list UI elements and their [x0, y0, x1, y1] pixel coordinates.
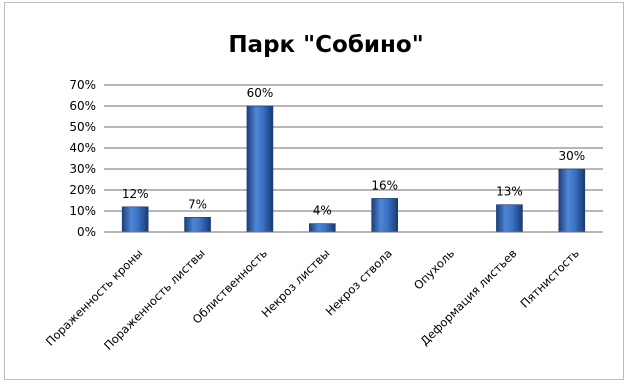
chart-title: Парк "Собино" [228, 32, 423, 58]
data-label: 4% [313, 204, 332, 218]
bar [309, 223, 336, 233]
y-tick-label: 0% [77, 225, 96, 239]
data-label: 13% [496, 185, 523, 199]
data-labels: 12% 7% 60% 4% 16% 13% 30% [122, 86, 585, 218]
category-label: Некроз ствола [323, 246, 395, 318]
data-label: 7% [188, 197, 207, 211]
y-axis-ticks: 0% 10% 20% 30% 40% 50% 60% 70% [69, 78, 96, 239]
data-label: 12% [122, 187, 149, 201]
category-label: Пораженность листвы [101, 246, 208, 353]
bar [371, 198, 398, 233]
bar [184, 217, 211, 233]
y-tick-label: 10% [69, 204, 96, 218]
y-tick-label: 30% [69, 162, 96, 176]
y-tick-label: 60% [69, 99, 96, 113]
gridlines [104, 84, 603, 212]
y-tick-label: 20% [69, 183, 96, 197]
data-label: 30% [558, 149, 585, 163]
y-tick-label: 70% [69, 78, 96, 92]
category-label: Некроз листвы [259, 246, 333, 320]
category-label: Пятнистость [517, 246, 582, 311]
chart-frame [4, 2, 624, 380]
y-tick-label: 40% [69, 141, 96, 155]
data-label: 16% [371, 178, 398, 192]
data-label: 60% [247, 86, 274, 100]
bar [246, 105, 274, 233]
bar [121, 206, 149, 233]
category-label: Опухоль [411, 246, 457, 292]
bar [558, 168, 586, 233]
bar [496, 204, 523, 233]
y-tick-label: 50% [69, 120, 96, 134]
